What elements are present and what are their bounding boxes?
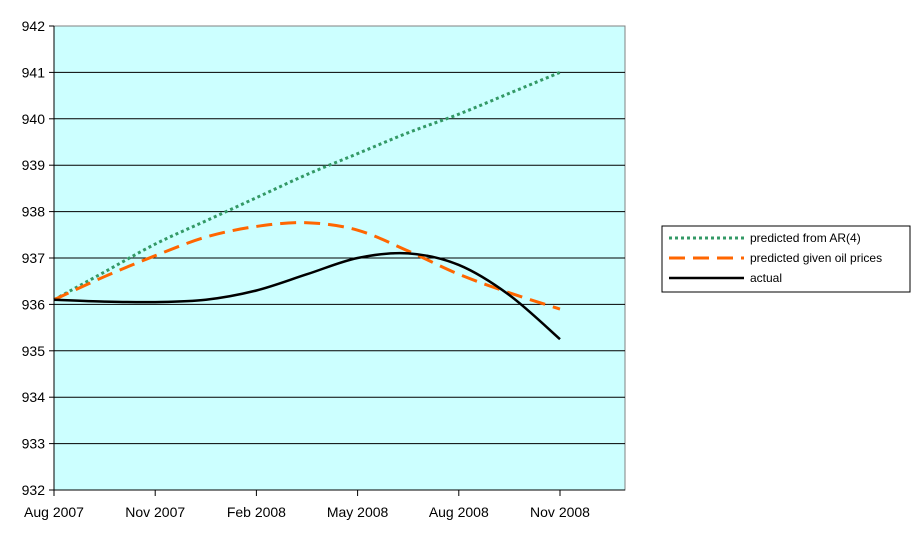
x-tick-label: Feb 2008 xyxy=(227,504,286,520)
x-tick-label: Nov 2008 xyxy=(530,504,590,520)
series-line-actual xyxy=(53,251,561,341)
y-tick-label: 937 xyxy=(22,250,46,266)
series-lines xyxy=(53,26,625,491)
y-tick-label: 938 xyxy=(22,204,46,220)
legend-label-oil-prices: predicted given oil prices xyxy=(750,251,882,265)
y-tick-label: 942 xyxy=(22,18,46,34)
y-tick-label: 939 xyxy=(22,157,46,173)
y-tick-label: 941 xyxy=(22,64,46,80)
x-axis-tick-marks xyxy=(53,490,561,496)
y-axis-tick-labels: 932 933 934 935 936 937 938 939 940 941 942 xyxy=(22,18,46,498)
legend: predicted from AR(4) predicted given oil… xyxy=(661,225,911,293)
legend-box xyxy=(661,225,911,293)
x-tick-label: Aug 2008 xyxy=(429,504,489,520)
x-tick-label: Aug 2007 xyxy=(24,504,84,520)
y-tick-label: 934 xyxy=(22,389,46,405)
x-tick-label: Nov 2007 xyxy=(125,504,185,520)
series-line-oil-prices xyxy=(53,221,561,311)
legend-label-ar4: predicted from AR(4) xyxy=(750,231,861,245)
series-line-ar4 xyxy=(53,71,561,302)
y-tick-label: 932 xyxy=(22,482,46,498)
y-tick-label: 940 xyxy=(22,111,46,127)
y-tick-label: 936 xyxy=(22,296,46,312)
y-tick-label: 935 xyxy=(22,343,46,359)
x-tick-label: May 2008 xyxy=(327,504,389,520)
x-axis-tick-labels: Aug 2007 Nov 2007 Feb 2008 May 2008 Aug 2008… xyxy=(24,504,590,520)
legend-label-actual: actual xyxy=(750,271,782,285)
y-tick-label: 933 xyxy=(22,436,46,452)
